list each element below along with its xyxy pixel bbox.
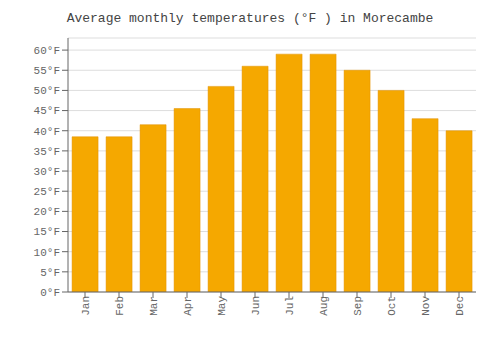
svg-text:Aug: Aug [318,296,330,316]
html-text:Average monthly temperatures (: Average monthly temperatures (°F ) in Mo… [66,11,434,26]
svg-text:25°F: 25°F [34,186,60,198]
svg-text:10°F: 10°F [34,247,60,259]
svg-text:40°F: 40°F [34,126,60,138]
svg-text:Feb: Feb [114,296,126,316]
svg-text:0°F: 0°F [40,287,60,299]
svg-text:Apr: Apr [182,296,194,316]
svg-text:5°F: 5°F [40,267,60,279]
svg-text:May: May [216,296,228,316]
svg-text:20°F: 20°F [34,206,60,218]
svg-text:55°F: 55°F [34,65,60,77]
svg-text:60°F: 60°F [34,45,60,57]
svg-text:15°F: 15°F [34,226,60,238]
svg-text:Sep: Sep [352,296,364,316]
svg-text:Nov: Nov [420,296,432,316]
svg-text:Jan: Jan [80,296,92,316]
svg-text:50°F: 50°F [34,85,60,97]
svg-text:Jul: Jul [284,296,296,316]
svg-text:Jun: Jun [250,296,262,316]
svg-text:30°F: 30°F [34,166,60,178]
svg-text:Mar: Mar [148,296,160,316]
svg-text:Dec: Dec [454,296,466,316]
svg-text:Oct: Oct [386,296,398,316]
svg-text:45°F: 45°F [34,105,60,117]
svg-text:35°F: 35°F [34,146,60,158]
